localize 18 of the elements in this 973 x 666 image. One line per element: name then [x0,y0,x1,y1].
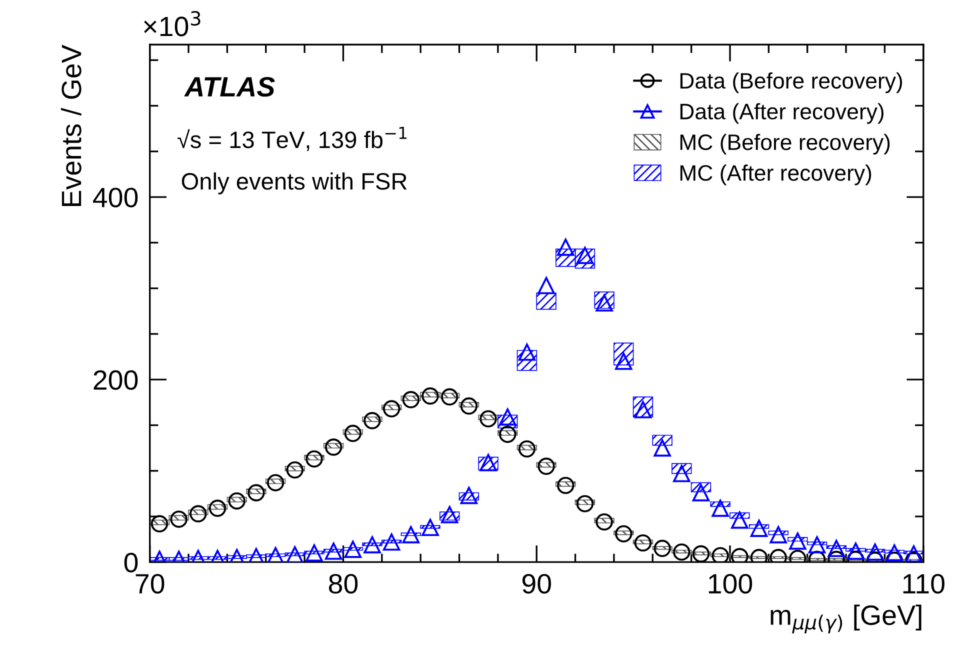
x-tick-label: 100 [708,574,752,594]
annotation: Only events with FSR [182,172,407,194]
x-tick-label: 110 [903,574,944,594]
annotation: ATLAS [184,76,275,97]
legend-label: MC (After recovery) [680,164,872,186]
x-axis-title: m$_{μμ(γ)}$ [GeV] [770,604,922,634]
x-tick-label: 90 [522,574,551,594]
y-tick-label: 0 [124,552,138,572]
text: ×10$^{3}$ [144,10,200,36]
legend-label: Data (After recovery) [680,103,884,124]
annotation: √s = 13 TeV, 139 fb$^{−1}$ [178,126,407,151]
legend-label: MC (Before recovery) [680,134,890,155]
y-tick-label: 200 [94,370,138,390]
x-tick-label: 80 [328,574,358,594]
x-tick-label: 70 [136,574,164,594]
y-axis-title: Events / GeV [60,44,82,206]
legend-label: Data (Before recovery) [680,72,902,94]
y-tick-label: 400 [93,188,138,208]
